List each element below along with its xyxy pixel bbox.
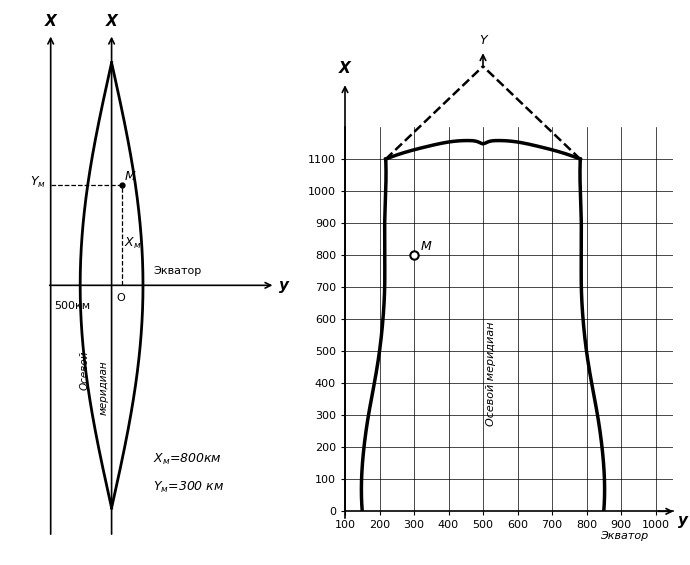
Text: y: y bbox=[279, 278, 289, 293]
Text: $Y_м$=300 км: $Y_м$=300 км bbox=[153, 480, 225, 496]
Text: X: X bbox=[45, 14, 57, 29]
Text: Осевой меридиан: Осевой меридиан bbox=[486, 321, 496, 426]
Text: y: y bbox=[678, 513, 688, 528]
Text: $X_м$=800км: $X_м$=800км bbox=[153, 451, 222, 467]
Text: Экватор: Экватор bbox=[600, 531, 649, 541]
Text: M: M bbox=[420, 240, 431, 253]
Text: Осевой: Осевой bbox=[80, 350, 90, 390]
Text: M: M bbox=[125, 170, 136, 183]
Text: Y: Y bbox=[479, 34, 487, 47]
Text: X: X bbox=[106, 14, 117, 29]
Text: $X_м$: $X_м$ bbox=[124, 236, 141, 251]
Text: Экватор: Экватор bbox=[153, 267, 201, 276]
Text: O: O bbox=[117, 293, 125, 303]
Text: 500км: 500км bbox=[55, 301, 90, 311]
Text: меридиан: меридиан bbox=[99, 360, 109, 415]
Text: $Y_м$: $Y_м$ bbox=[30, 175, 46, 190]
Text: X: X bbox=[339, 61, 351, 76]
